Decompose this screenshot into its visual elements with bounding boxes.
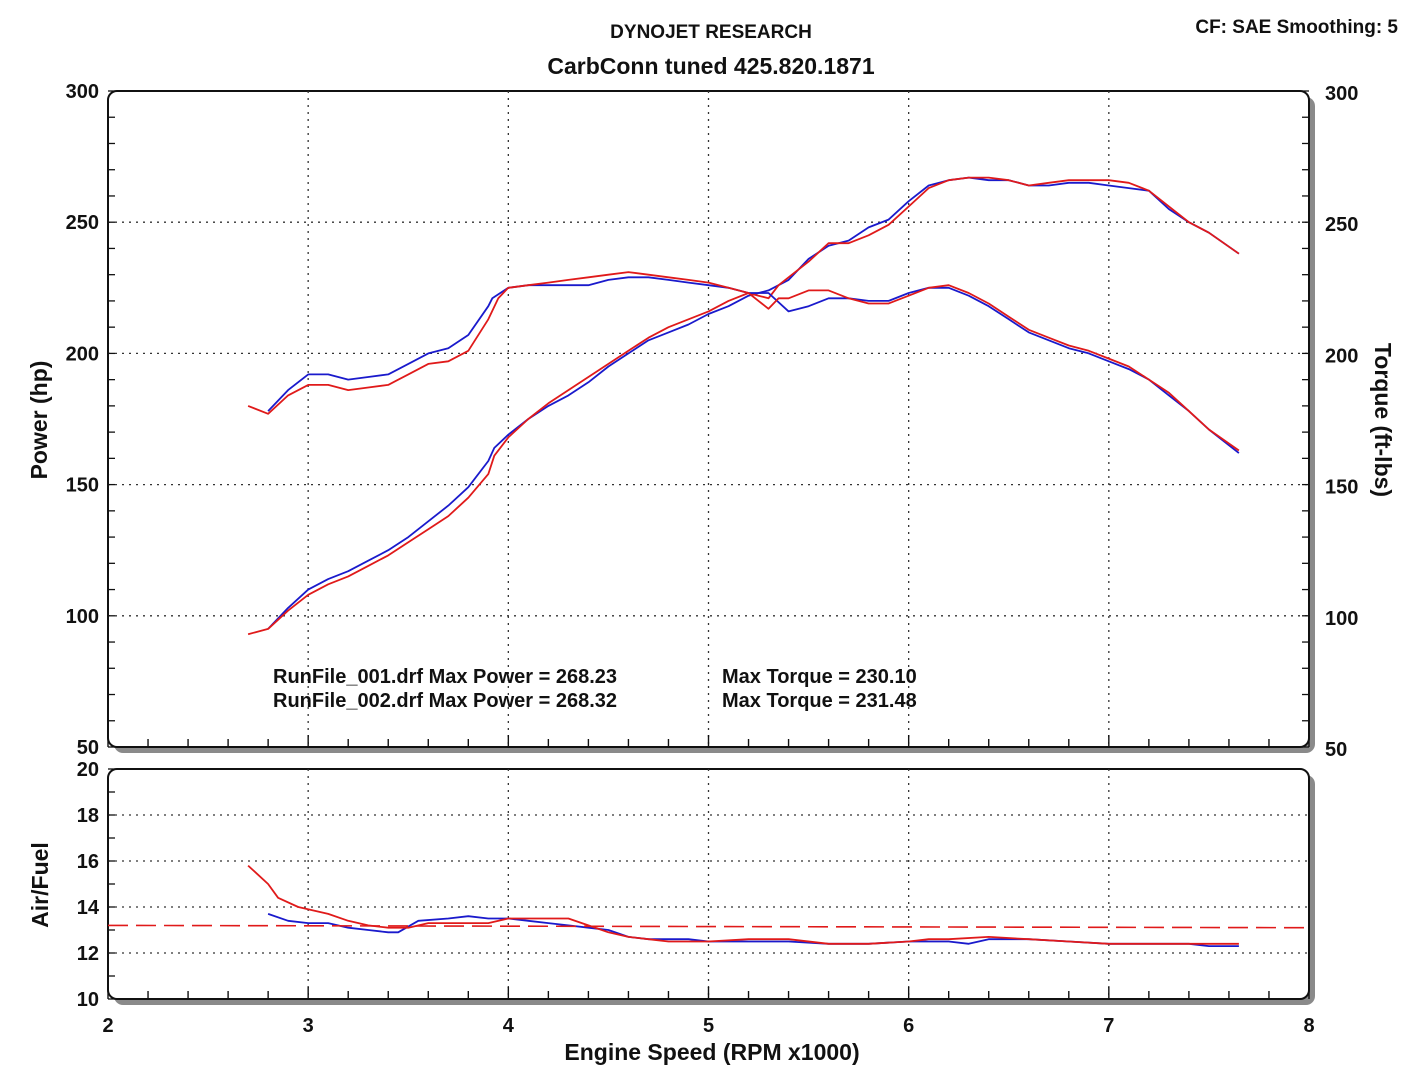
power-torque-plot: 50 100 150 200 250 300 50 100 150 200 250 300 Powe… xyxy=(26,81,1396,761)
lower-plot-frame xyxy=(107,768,1310,1000)
correction-factor-label: CF: SAE Smoothing: 5 xyxy=(1195,17,1398,38)
upper-ytick-label: 50 xyxy=(77,737,99,759)
lower-tick-marks xyxy=(107,768,1310,1000)
upper-y2tick-label: 200 xyxy=(1325,345,1358,367)
rpm-tick-label-7: 7 xyxy=(1103,1015,1114,1037)
series-af_target xyxy=(107,924,1310,929)
lower-ytick-label: 18 xyxy=(77,805,99,827)
air-fuel-plot: 10 12 14 16 18 20 Air/Fuel xyxy=(27,759,1315,1011)
rpm-tick-label-4: 4 xyxy=(503,1015,515,1037)
power-axis-label: Power (hp) xyxy=(26,361,52,480)
air-fuel-series xyxy=(107,864,1310,947)
upper-y2tick-label: 300 xyxy=(1325,83,1358,105)
lower-ytick-label: 14 xyxy=(77,897,100,919)
lower-ytick-label: 12 xyxy=(77,943,99,965)
rpm-tick-label-5: 5 xyxy=(703,1015,714,1037)
lower-ytick-label: 16 xyxy=(77,851,99,873)
runfile-002-max-power: RunFile_002.drf Max Power = 268.32 xyxy=(273,690,617,712)
runfile-001-max-power: RunFile_001.drf Max Power = 268.23 xyxy=(273,666,617,688)
upper-ytick-label: 200 xyxy=(66,343,99,365)
air-fuel-tick-labels: 10 12 14 16 18 20 xyxy=(77,759,100,1011)
power-axis-tick-labels: 50 100 150 200 250 300 xyxy=(66,81,99,759)
power-torque-series xyxy=(247,176,1240,636)
runfile-001-max-torque: Max Torque = 230.10 xyxy=(722,666,917,688)
torque-axis-tick-labels: 50 100 150 200 250 300 xyxy=(1325,83,1358,761)
series-power_001 xyxy=(267,176,1240,630)
rpm-tick-labels: 2 3 4 5 6 7 8 xyxy=(102,1015,1314,1037)
rpm-tick-label-2: 2 xyxy=(102,1015,113,1037)
series-torque_002 xyxy=(247,271,1240,452)
upper-ytick-label: 100 xyxy=(66,606,99,628)
rpm-axis-label: Engine Speed (RPM x1000) xyxy=(564,1039,859,1065)
upper-ytick-label: 150 xyxy=(66,475,99,497)
upper-y2tick-label: 250 xyxy=(1325,214,1358,236)
chart-title: CarbConn tuned 425.820.1871 xyxy=(547,53,874,79)
rpm-tick-label-3: 3 xyxy=(303,1015,314,1037)
upper-y2tick-label: 100 xyxy=(1325,608,1358,630)
rpm-tick-label-8: 8 xyxy=(1303,1015,1314,1037)
air-fuel-axis-label: Air/Fuel xyxy=(27,842,53,928)
upper-tick-marks xyxy=(107,90,1310,748)
upper-ytick-label: 300 xyxy=(66,81,99,103)
lower-ytick-label: 10 xyxy=(77,989,99,1011)
upper-y2tick-label: 150 xyxy=(1325,477,1358,499)
upper-grid xyxy=(108,91,1309,747)
company-name: DYNOJET RESEARCH xyxy=(610,22,812,43)
lower-ytick-label: 20 xyxy=(77,759,99,781)
rpm-tick-label-6: 6 xyxy=(903,1015,914,1037)
upper-ytick-label: 250 xyxy=(66,212,99,234)
runfile-002-max-torque: Max Torque = 231.48 xyxy=(722,690,917,712)
upper-y2tick-label: 50 xyxy=(1325,739,1347,761)
torque-axis-label: Torque (ft-lbs) xyxy=(1370,343,1396,497)
